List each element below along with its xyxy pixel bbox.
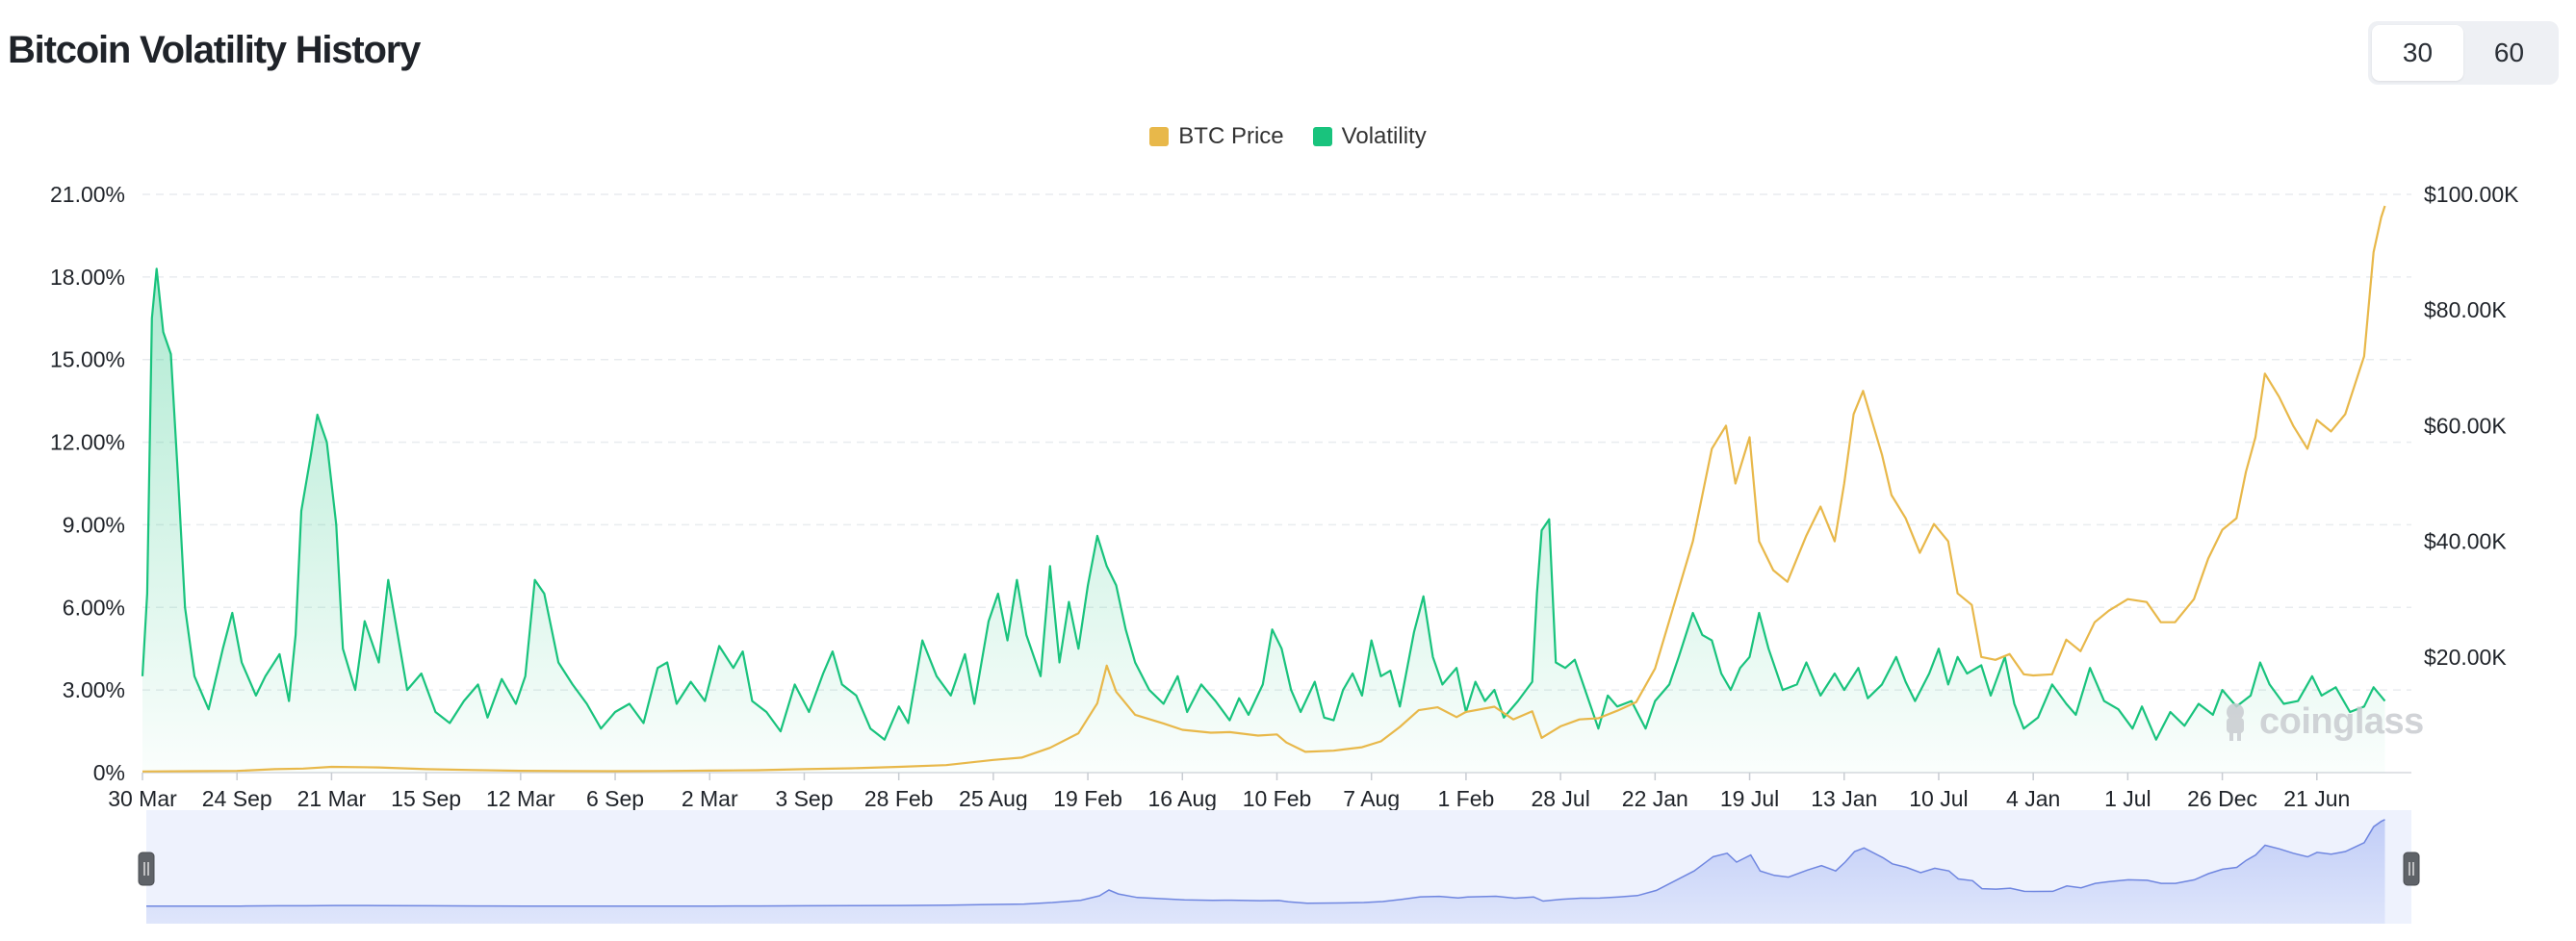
x-tick-label: 10 Jul bbox=[1909, 786, 1968, 811]
left-tick-label: 12.00% bbox=[50, 430, 125, 455]
legend-item-btc-price[interactable]: BTC Price bbox=[1149, 123, 1284, 150]
legend-swatch-btc-price bbox=[1149, 127, 1170, 146]
x-tick-label: 12 Mar bbox=[486, 786, 555, 811]
x-tick-label: 28 Feb bbox=[864, 786, 934, 811]
btc-price-line bbox=[142, 205, 2386, 773]
x-tick-label: 21 Mar bbox=[297, 786, 367, 811]
navigator-area bbox=[146, 819, 2385, 924]
x-tick-label: 24 Sep bbox=[202, 786, 272, 811]
navigator-line bbox=[146, 819, 2385, 907]
right-tick-label: $80.00K bbox=[2424, 297, 2507, 322]
x-tick-label: 10 Feb bbox=[1243, 786, 1312, 811]
x-tick-label: 21 Jun bbox=[2283, 786, 2350, 811]
left-tick-label: 9.00% bbox=[63, 512, 125, 537]
chart-legend: BTC Price Volatility bbox=[0, 123, 2576, 150]
x-tick-label: 3 Sep bbox=[775, 786, 833, 811]
legend-label-volatility: Volatility bbox=[1341, 123, 1427, 149]
x-tick-label: 15 Sep bbox=[391, 786, 461, 811]
x-tick-label: 19 Feb bbox=[1053, 786, 1122, 811]
x-tick-label: 19 Jul bbox=[1720, 786, 1779, 811]
x-tick-label: 13 Jan bbox=[1811, 786, 1877, 811]
series-layer bbox=[141, 205, 2386, 773]
volatility-line bbox=[141, 267, 2386, 741]
x-tick-label: 30 Mar bbox=[108, 786, 177, 811]
x-tick-label: 4 Jan bbox=[2006, 786, 2060, 811]
window-toggle: 30 60 bbox=[2368, 21, 2559, 85]
x-tick-label: 7 Aug bbox=[1343, 786, 1400, 811]
page-title: Bitcoin Volatility History bbox=[8, 29, 421, 71]
right-tick-label: $60.00K bbox=[2424, 413, 2507, 438]
navigator-right-handle[interactable] bbox=[2403, 852, 2420, 886]
watermark: coinglass bbox=[2219, 700, 2424, 743]
navigator-left-handle[interactable] bbox=[138, 852, 155, 886]
x-axis: 30 Mar 24 Sep 21 Mar 15 Sep 12 Mar 6 Sep 2 Mar… bbox=[108, 773, 2350, 811]
left-tick-label: 18.00% bbox=[50, 265, 125, 290]
left-tick-label: 6.00% bbox=[63, 595, 125, 620]
left-axis: 0% 3.00% 6.00% 9.00% 12.00% 15.00% 18.00% 21.00… bbox=[50, 182, 125, 785]
left-tick-label: 0% bbox=[93, 760, 125, 785]
window-30-button[interactable]: 30 bbox=[2372, 25, 2463, 81]
x-tick-label: 1 Jul bbox=[2104, 786, 2151, 811]
left-tick-label: 15.00% bbox=[50, 347, 125, 372]
right-tick-label: $100.00K bbox=[2424, 182, 2519, 207]
right-axis: $20.00K $40.00K $60.00K $80.00K $100.00K bbox=[2424, 182, 2519, 670]
coinglass-logo-icon bbox=[2227, 703, 2244, 741]
x-tick-label: 26 Dec bbox=[2187, 786, 2257, 811]
window-60-button[interactable]: 60 bbox=[2463, 25, 2555, 81]
left-tick-label: 21.00% bbox=[50, 182, 125, 207]
legend-swatch-volatility bbox=[1312, 127, 1332, 146]
x-tick-label: 16 Aug bbox=[1147, 786, 1217, 811]
volatility-area bbox=[142, 268, 2385, 773]
navigator[interactable] bbox=[138, 810, 2420, 924]
right-tick-label: $20.00K bbox=[2424, 645, 2507, 670]
legend-item-volatility[interactable]: Volatility bbox=[1312, 123, 1427, 150]
right-tick-label: $40.00K bbox=[2424, 529, 2507, 554]
x-tick-label: 6 Sep bbox=[586, 786, 644, 811]
x-tick-label: 2 Mar bbox=[682, 786, 738, 811]
x-tick-label: 28 Jul bbox=[1531, 786, 1589, 811]
left-tick-label: 3.00% bbox=[63, 677, 125, 702]
legend-label-btc-price: BTC Price bbox=[1178, 123, 1284, 149]
watermark-text: coinglass bbox=[2259, 700, 2424, 742]
x-tick-label: 22 Jan bbox=[1622, 786, 1688, 811]
x-tick-label: 25 Aug bbox=[959, 786, 1028, 811]
x-tick-label: 1 Feb bbox=[1438, 786, 1495, 811]
